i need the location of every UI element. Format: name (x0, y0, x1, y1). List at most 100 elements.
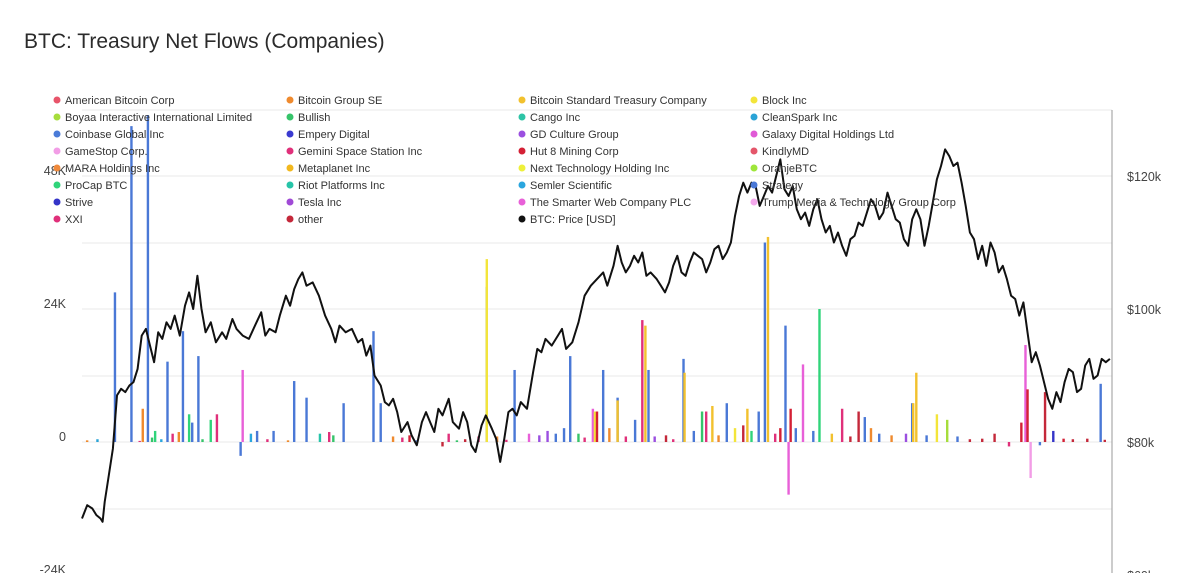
legend-item[interactable]: Trump Media & Technology Group Corp (750, 197, 956, 209)
legend-item[interactable]: OranjeBTC (750, 163, 818, 175)
flow-bar (717, 435, 720, 442)
flow-bar (763, 242, 767, 442)
flow-bar (633, 419, 637, 442)
legend-marker (53, 164, 61, 172)
legend-item[interactable]: Semler Scientific (518, 180, 613, 192)
legend-marker (518, 164, 526, 172)
legend-marker (286, 113, 294, 121)
legend[interactable]: American Bitcoin Corp Bitcoin Group SE Bit… (53, 95, 956, 226)
flow-bar (177, 432, 181, 442)
legend-item[interactable]: Boyaa Interactive International Limited (53, 112, 253, 124)
legend-item[interactable]: CleanSpark Inc (750, 112, 838, 124)
flow-bar (286, 440, 290, 442)
flow-bar (750, 430, 753, 442)
legend-item[interactable]: Tesla Inc (286, 197, 342, 209)
price-line-series (81, 148, 1111, 523)
legend-label: Metaplanet Inc (298, 163, 371, 175)
legend-label: Next Technology Holding Inc (530, 163, 670, 175)
flow-bar (187, 414, 191, 442)
legend-item[interactable]: ProCap BTC (53, 180, 128, 192)
flow-bar (554, 433, 557, 442)
legend-label: Bitcoin Standard Treasury Company (530, 95, 707, 107)
legend-marker (518, 198, 526, 206)
legend-item[interactable]: Empery Digital (286, 129, 370, 141)
right-axis-tick-label: $60k (1127, 569, 1155, 573)
legend-item[interactable]: Galaxy Digital Holdings Ltd (750, 129, 895, 141)
gridlines (82, 109, 1112, 510)
flow-bar (241, 369, 244, 442)
flow-bar (463, 439, 467, 442)
flow-bar (85, 440, 89, 442)
flow-bar (342, 403, 345, 442)
flow-bar (239, 442, 242, 456)
flow-bar (616, 400, 619, 442)
flow-bar (577, 433, 580, 442)
flow-bar (146, 115, 150, 443)
legend-marker (286, 215, 294, 223)
right-axis-tick-label: $80k (1127, 436, 1155, 450)
flow-bar (692, 430, 696, 442)
legend-item[interactable]: Strive (53, 197, 94, 209)
flow-bar (904, 433, 908, 442)
flow-bar (272, 430, 275, 442)
legend-label: Strategy (762, 180, 803, 192)
flow-bar (925, 435, 928, 442)
legend-item[interactable]: other (286, 214, 324, 226)
legend-item[interactable]: GameStop Corp. (53, 146, 148, 158)
legend-item[interactable]: Bitcoin Standard Treasury Company (518, 95, 708, 107)
flow-bar (171, 433, 174, 442)
flow-bar (401, 437, 404, 442)
legend-label: Gemini Space Station Inc (298, 146, 423, 158)
flow-bar (878, 433, 881, 442)
legend-item[interactable]: Bullish (286, 112, 331, 124)
flow-bar (711, 405, 714, 442)
flow-bar (935, 414, 939, 442)
legend-item[interactable]: Metaplanet Inc (286, 163, 371, 175)
legend-marker (53, 215, 61, 223)
legend-item[interactable]: Next Technology Holding Inc (518, 163, 670, 175)
legend-item[interactable]: BTC: Price [USD] (518, 214, 616, 226)
flow-bar (869, 428, 873, 442)
flow-bar (830, 433, 834, 442)
legend-item[interactable]: Bitcoin Group SE (286, 95, 383, 107)
flow-bar (912, 403, 915, 442)
legend-label: Riot Platforms Inc (298, 180, 385, 192)
legend-item[interactable]: Riot Platforms Inc (286, 180, 386, 192)
flow-bar (801, 364, 805, 442)
legend-item[interactable]: Coinbase Global Inc (53, 129, 165, 141)
flow-bar (849, 436, 852, 442)
flow-bar (1099, 383, 1102, 442)
legend-item[interactable]: Block Inc (750, 95, 808, 107)
flow-bar (1026, 389, 1029, 442)
legend-item[interactable]: Cango Inc (518, 112, 581, 124)
flow-bar (201, 439, 204, 442)
legend-label: Trump Media & Technology Group Corp (762, 197, 956, 209)
legend-marker (286, 164, 294, 172)
flow-bar (746, 408, 749, 442)
legend-item[interactable]: Gemini Space Station Inc (286, 146, 423, 158)
legend-marker (286, 181, 294, 189)
flow-bar (141, 408, 144, 442)
legend-item[interactable]: The Smarter Web Company PLC (518, 197, 692, 209)
legend-label: OranjeBTC (762, 163, 817, 175)
legend-item[interactable]: MARA Holdings Inc (53, 163, 161, 175)
flow-bar (538, 435, 541, 442)
legend-item[interactable]: XXI (53, 214, 83, 226)
flow-bar (150, 437, 154, 442)
flow-bar (255, 430, 259, 442)
legend-item[interactable]: GD Culture Group (518, 129, 619, 141)
legend-item[interactable]: Strategy (750, 180, 804, 192)
legend-item[interactable]: Hut 8 Mining Corp (518, 146, 619, 158)
flow-bar (683, 372, 686, 442)
legend-label: American Bitcoin Corp (65, 95, 174, 107)
legend-item[interactable]: KindlyMD (750, 146, 810, 158)
legend-marker (518, 113, 526, 121)
legend-marker (750, 96, 758, 104)
flow-bar (96, 439, 99, 442)
legend-label: Semler Scientific (530, 180, 612, 192)
legend-item[interactable]: American Bitcoin Corp (53, 95, 175, 107)
legend-label: CleanSpark Inc (762, 112, 838, 124)
flow-bar (1071, 439, 1075, 442)
flow-bar (1007, 442, 1011, 447)
